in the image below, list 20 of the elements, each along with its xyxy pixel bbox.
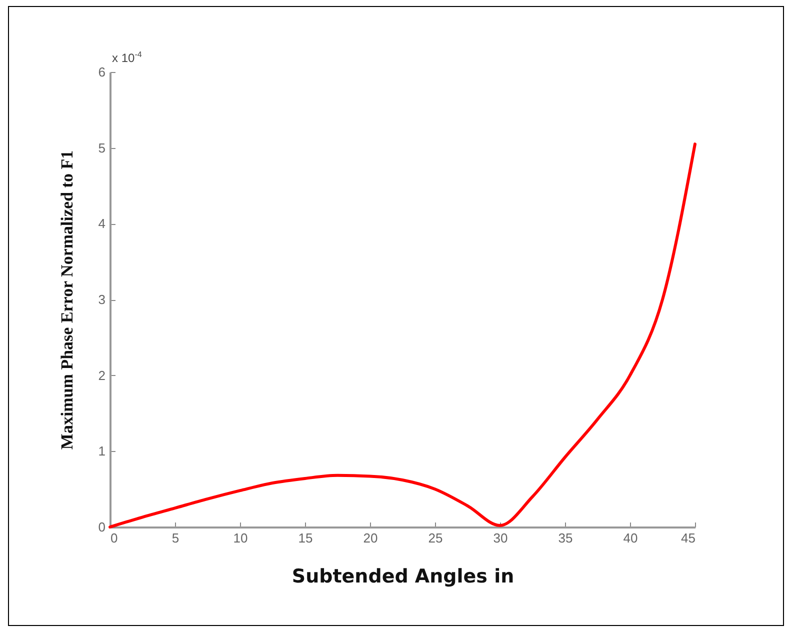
x-tick-label: 10 [233, 530, 248, 546]
x-tick-label: 45 [681, 530, 696, 546]
y-tick-label: 5 [98, 140, 106, 156]
x-axis-title: Subtended Angles in [292, 566, 514, 588]
x-tick-label: 40 [623, 530, 638, 546]
x-tick-label: 25 [428, 530, 443, 546]
x-tick-label: 35 [558, 530, 573, 546]
y-axis-title: Maximum Phase Error Normalized to F1 [57, 150, 76, 450]
text: x 10$^{-4}$ [112, 50, 142, 65]
y-tick-label: 6 [98, 64, 106, 80]
x-tick-label: 15 [298, 530, 313, 546]
x-tick-label: 0 [110, 530, 118, 546]
x-tick-label: 20 [363, 530, 378, 546]
y-tick-label: 2 [98, 368, 106, 383]
y-tick-label: 1 [98, 444, 106, 459]
y-tick-label: 3 [98, 292, 106, 307]
x-tick-label: 5 [172, 530, 180, 546]
y-tick-label: 0 [98, 520, 106, 534]
y-tick-label: 4 [98, 216, 106, 232]
x-tick-label: 30 [493, 530, 508, 546]
